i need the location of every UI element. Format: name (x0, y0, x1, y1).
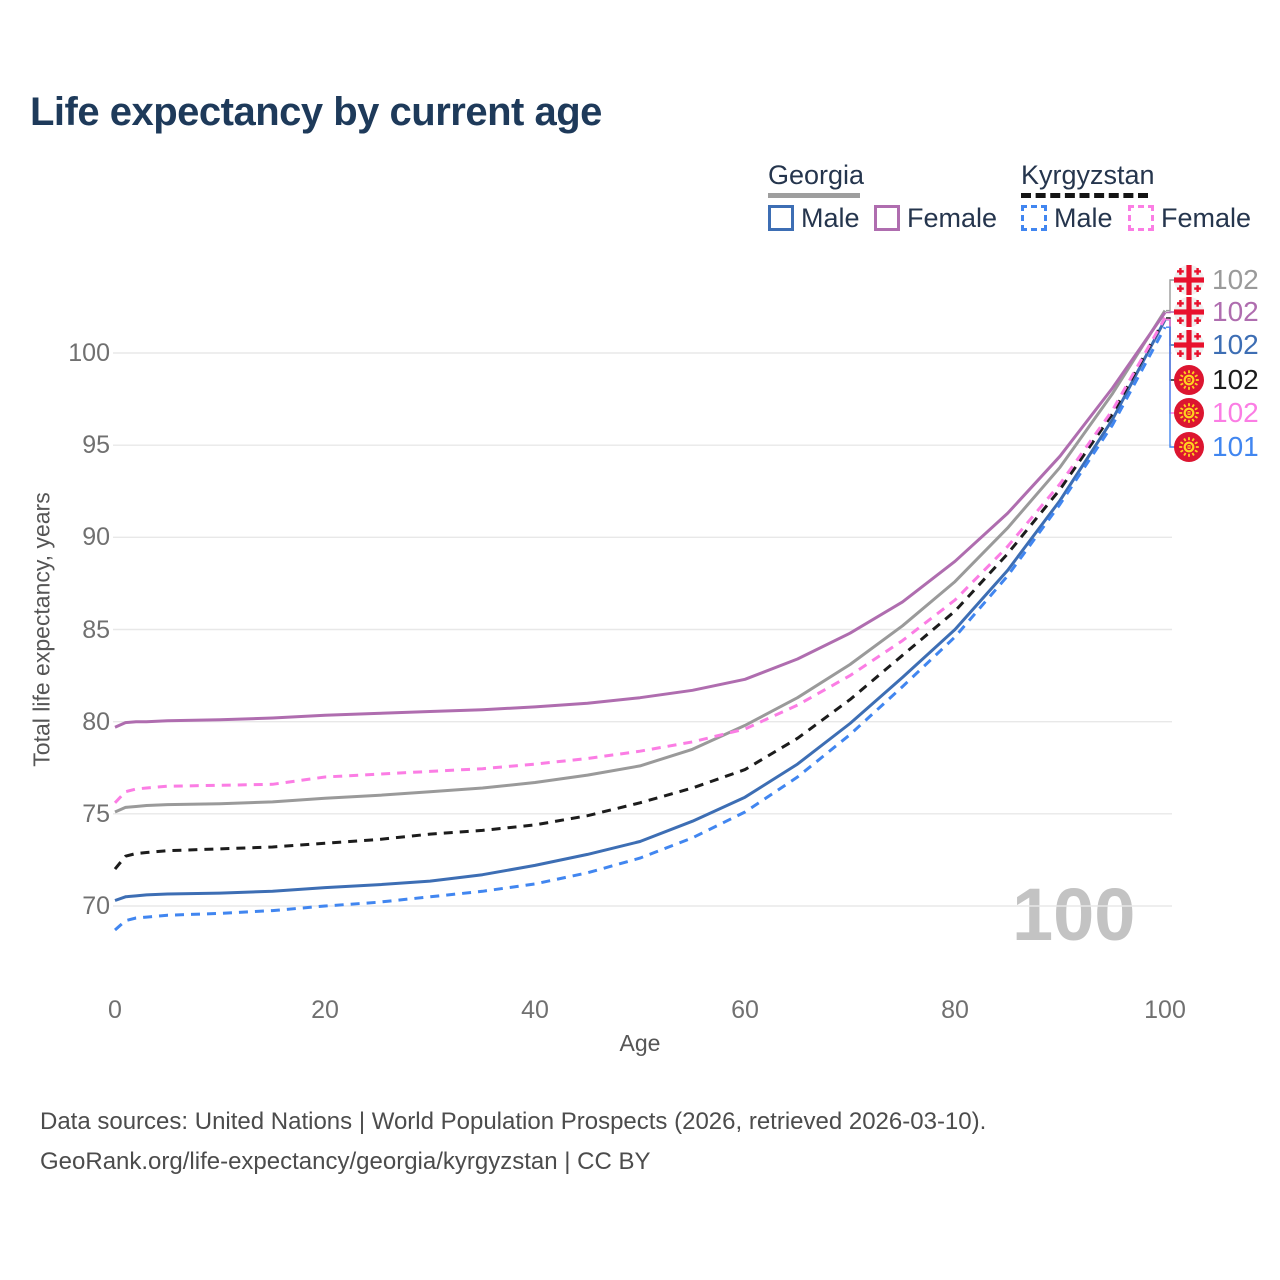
georgia-flag-icon (1174, 330, 1204, 360)
y-tick-label: 85 (82, 615, 110, 644)
end-value-kyrgyzstan-female: 102 (1212, 397, 1259, 428)
legend-swatch-georgia-female[interactable] (874, 205, 900, 231)
legend-kyrgyzstan-dashed-line-swatch (1021, 193, 1148, 198)
x-tick-label: 0 (108, 996, 122, 1024)
leader-line (1166, 311, 1176, 314)
y-tick-label: 80 (82, 707, 110, 736)
y-tick-label: 90 (82, 523, 110, 552)
end-label-row: 101 (1174, 431, 1259, 463)
series-line-georgia-female[interactable] (114, 311, 1167, 729)
y-tick-label: 75 (82, 799, 110, 828)
legend-label-kyrgyzstan-female[interactable]: Female (1161, 203, 1252, 233)
x-tick-label: 20 (311, 996, 339, 1024)
y-tick-label: 95 (82, 431, 110, 460)
georgia-flag-icon (1174, 265, 1204, 295)
series-line-kyrgyzstan-both-sexes[interactable] (113, 317, 1167, 871)
end-label-row: 102 (1174, 264, 1259, 296)
end-value-georgia-total: 102 (1212, 264, 1259, 295)
y-axis-title: Total life expectancy, years (28, 492, 55, 767)
kyrgyzstan-flag-icon (1174, 398, 1204, 428)
leader-lines (1166, 279, 1176, 448)
data-source-line: Data sources: United Nations | World Pop… (40, 1108, 987, 1135)
x-tick-label: 40 (521, 996, 549, 1024)
kyrgyzstan-flag-icon (1174, 365, 1204, 395)
end-label-row: 102 (1174, 296, 1259, 328)
end-value-kyrgyzstan-male: 101 (1212, 431, 1259, 462)
end-label-row: 102 (1174, 397, 1259, 429)
end-value-georgia-male: 102 (1212, 329, 1259, 360)
series-line-kyrgyzstan-male[interactable] (114, 326, 1167, 932)
legend-country-georgia[interactable]: Georgia (768, 160, 865, 190)
legend-label-kyrgyzstan-male[interactable]: Male (1054, 203, 1113, 233)
kyrgyzstan-flag-icon (1174, 432, 1204, 462)
legend-swatch-kyrgyzstan-male[interactable] (1021, 205, 1047, 231)
series-line-georgia-male[interactable] (114, 319, 1167, 902)
page-title: Life expectancy by current age (30, 90, 602, 134)
legend-country-kyrgyzstan[interactable]: Kyrgyzstan (1021, 160, 1155, 190)
series-line-georgia-both-sexes[interactable] (114, 309, 1167, 814)
end-label-row: 102 (1174, 364, 1259, 396)
series-lines (113, 309, 1167, 932)
legend-label-georgia-male[interactable]: Male (801, 203, 860, 233)
x-tick-label: 80 (941, 996, 969, 1024)
y-tick-label: 100 (68, 339, 110, 367)
end-value-kyrgyzstan-total: 102 (1212, 364, 1259, 395)
x-axis-title: Age (619, 1030, 661, 1056)
gridlines (113, 352, 1172, 907)
leader-line (1166, 326, 1176, 448)
georgia-flag-icon (1174, 297, 1204, 327)
end-value-georgia-female: 102 (1212, 296, 1259, 327)
age-watermark: 100 (1012, 873, 1136, 956)
x-tick-label: 60 (731, 996, 759, 1024)
leader-line (1166, 279, 1176, 312)
attribution-line[interactable]: GeoRank.org/life-expectancy/georgia/kyrg… (40, 1148, 651, 1175)
x-tick-label: 100 (1144, 996, 1186, 1024)
end-label-row: 102 (1174, 329, 1259, 361)
legend-swatch-georgia-male[interactable] (768, 205, 794, 231)
legend-georgia-solid-line-swatch (768, 193, 860, 198)
series-line-kyrgyzstan-female[interactable] (113, 317, 1167, 804)
legend-label-georgia-female[interactable]: Female (907, 203, 998, 233)
y-tick-label: 70 (82, 892, 110, 920)
legend-swatch-kyrgyzstan-female[interactable] (1128, 205, 1154, 231)
